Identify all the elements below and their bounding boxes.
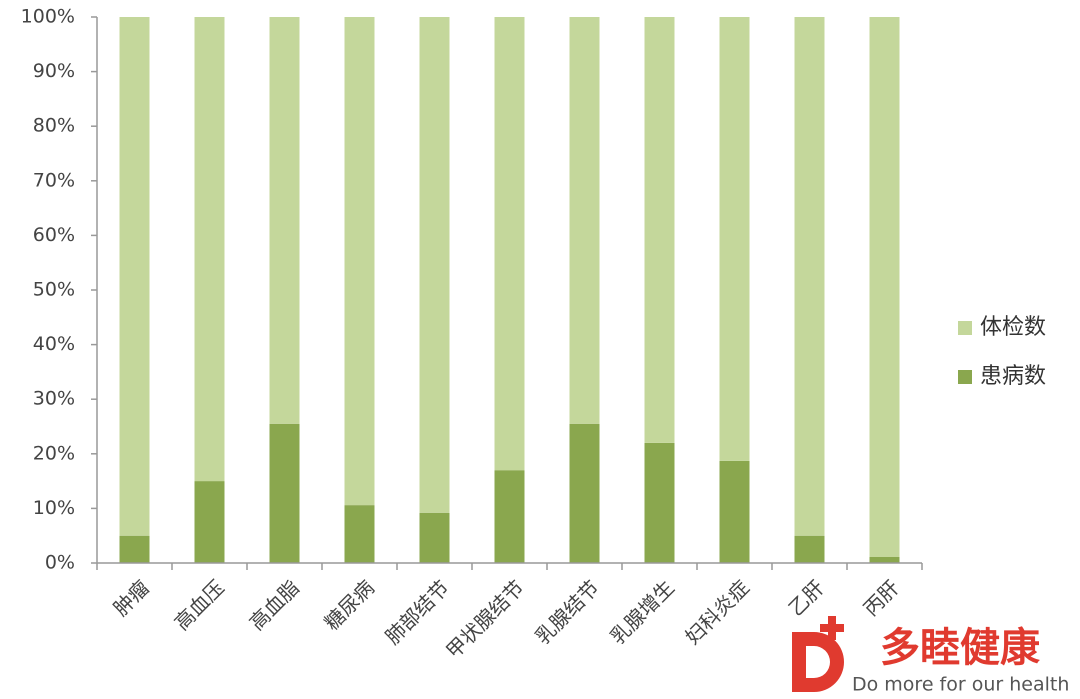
legend-swatch: [958, 370, 972, 384]
x-tick-label: 乳腺增生: [605, 575, 679, 649]
bar-segment: [569, 423, 600, 563]
x-tick-label: 高血压: [170, 575, 229, 634]
bar-segment: [119, 535, 150, 563]
bar-segment: [419, 17, 450, 513]
y-tick-label: 70%: [33, 169, 75, 191]
y-tick-label: 10%: [33, 497, 75, 519]
legend-swatch: [958, 321, 972, 335]
legend-label: 患病数: [980, 364, 1046, 389]
y-tick-label: 50%: [33, 279, 75, 301]
y-tick-label: 80%: [33, 115, 75, 137]
x-tick-label: 高血脂: [245, 575, 304, 634]
logo-plus: [820, 616, 844, 640]
y-tick-label: 90%: [33, 60, 75, 82]
logo: 多睦健康 Do more for our health: [792, 616, 1069, 696]
bar-segment: [494, 470, 525, 563]
x-tick-label: 妇科炎症: [680, 575, 754, 649]
y-tick-label: 100%: [21, 6, 75, 28]
bar-segment: [644, 17, 675, 443]
plot: 0% 10% 20% 30% 40% 50% 60% 70% 80% 90% 100% 肿瘤 高血压 高血…: [21, 6, 1046, 664]
y-tick-label: 0%: [45, 552, 75, 574]
x-tick-label: 肿瘤: [109, 575, 154, 620]
bar-segment: [344, 505, 375, 563]
bar-segment: [794, 17, 825, 536]
bar-segment: [719, 17, 750, 461]
bar-segment: [569, 17, 600, 424]
bar-segment: [494, 17, 525, 471]
bar-segment: [869, 556, 900, 563]
bar-segment: [869, 17, 900, 557]
y-tick-label: 60%: [33, 224, 75, 246]
y-tick-label: 30%: [33, 388, 75, 410]
y-tick-label: 20%: [33, 442, 75, 464]
bar-segment: [644, 442, 675, 563]
logo-name: 多睦健康: [880, 625, 1040, 671]
logo-icon: [792, 632, 844, 692]
bar-segment: [269, 423, 300, 563]
bar-segment: [269, 17, 300, 424]
x-tick-label: 丙肝: [859, 575, 904, 620]
bar-segment: [719, 460, 750, 563]
bar-segment: [194, 481, 225, 563]
bar-segment: [344, 17, 375, 506]
x-tick-label: 甲状腺结节: [441, 575, 529, 663]
x-tick-label: 肺部结节: [380, 575, 454, 649]
x-tick-label: 糖尿病: [320, 575, 379, 634]
x-tick-label: 乙肝: [784, 575, 829, 620]
x-tick-label: 乳腺结节: [530, 575, 604, 649]
legend-label: 体检数: [980, 315, 1046, 340]
bar-segment: [794, 535, 825, 563]
bar-segment: [419, 512, 450, 563]
y-tick-label: 40%: [33, 333, 75, 355]
bar-segment: [119, 17, 150, 536]
logo-slogan: Do more for our health: [852, 674, 1069, 696]
bar-segment: [194, 17, 225, 482]
